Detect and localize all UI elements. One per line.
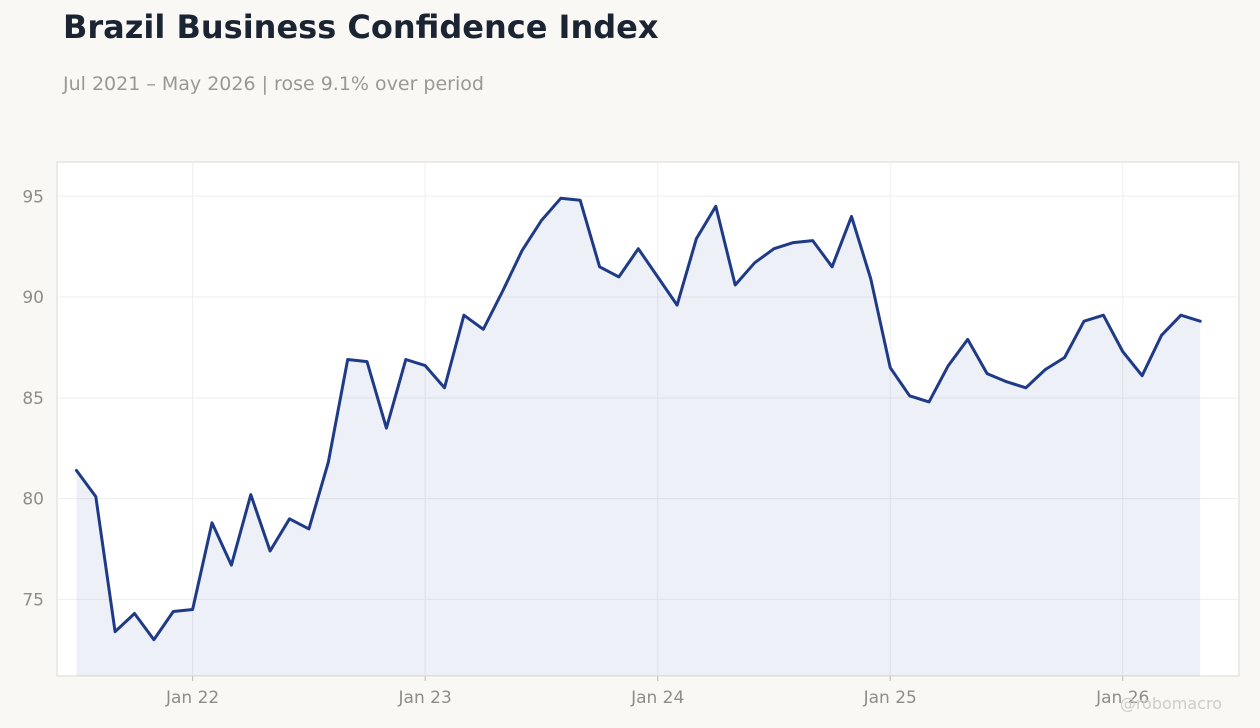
chart-subtitle: Jul 2021 – May 2026 | rose 9.1% over per… [63,73,484,95]
chart-title: Brazil Business Confidence Index [63,8,659,46]
x-tick-label: Jan 25 [863,688,917,708]
y-tick-label: 95 [22,187,44,207]
watermark: @robomacro [1119,694,1222,713]
plot-area [56,161,1240,677]
grid-lines [57,162,1239,676]
x-tick-label: Jan 26 [1095,688,1149,708]
y-tick-label: 80 [22,490,44,510]
y-tick-label: 90 [22,288,44,308]
x-tick-label: Jan 23 [398,688,452,708]
x-tick-label: Jan 22 [165,688,219,708]
y-tick-label: 75 [22,590,44,610]
y-tick-label: 85 [22,389,44,409]
y-axis: 75 80 85 90 95 [22,187,44,610]
x-axis: Jan 22 Jan 23 Jan 24 Jan 25 Jan 26 [165,676,1149,708]
data-points [76,198,1201,640]
series-area [76,198,1201,677]
x-tick-label: Jan 24 [630,688,684,708]
